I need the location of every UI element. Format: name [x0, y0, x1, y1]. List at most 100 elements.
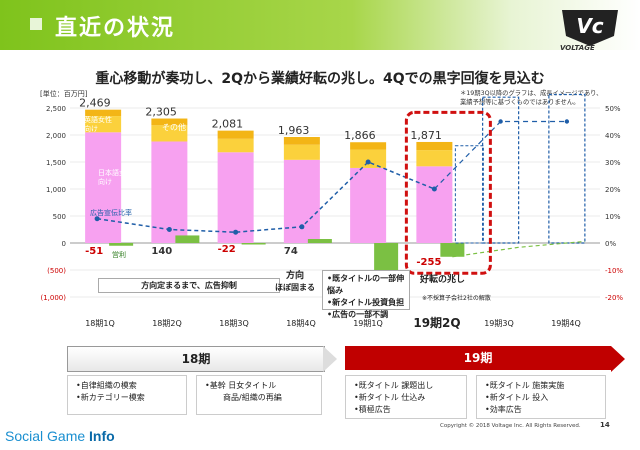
ad-ratio-point: [233, 229, 239, 235]
bar-other: [350, 142, 387, 150]
voltage-logo: Vc: [562, 10, 618, 46]
y-tick-label: 2,500: [46, 105, 66, 113]
ad-ratio-point: [365, 159, 371, 165]
y2-tick-label: -10%: [605, 267, 623, 275]
y2-tick-label: -20%: [605, 294, 623, 302]
legend-jp-female: 向け: [98, 177, 112, 186]
bar-en-female: [416, 150, 453, 167]
projection-bar: [454, 145, 484, 244]
bar-other: [85, 109, 122, 117]
title-bullet-icon: [30, 18, 42, 30]
bar-other: [416, 141, 453, 151]
y2-tick-label: 30%: [605, 159, 621, 167]
period-label: 18期3Q: [219, 319, 249, 328]
bar-en-female: [151, 125, 188, 142]
bar-other: [283, 136, 320, 145]
bar-other: [151, 118, 188, 126]
band-fy18-arrow: [323, 346, 337, 372]
projection-note: ＊19期3Q以降のグラフは、成長イメージであり、 業績予想等に基づくものではありま…: [460, 90, 603, 106]
y2-tick-label: 40%: [605, 132, 621, 140]
period-label: 19期3Q: [484, 319, 514, 328]
bar-en-female: [350, 149, 387, 168]
period-label: 19期1Q: [353, 319, 383, 328]
profit-label: 140: [151, 246, 172, 257]
ad-ratio-projection: [433, 120, 567, 190]
y-tick-label: (500): [47, 267, 66, 275]
period-label: 18期1Q: [85, 319, 115, 328]
page-title: 直近の状況: [55, 16, 176, 41]
profit-label: -51: [85, 246, 103, 257]
projection-bar: [482, 96, 520, 244]
bar-profit: [440, 243, 465, 257]
y-tick-label: 0: [62, 240, 66, 248]
ad-ratio-point: [94, 216, 100, 222]
legend-other: その他: [162, 122, 186, 132]
page-number: 14: [600, 421, 610, 429]
annotation-turnaround: 好転の兆し: [420, 275, 466, 285]
ad-ratio-point: [166, 227, 172, 232]
header-bar: 直近の状況: [0, 0, 640, 50]
svg-text:Vc: Vc: [576, 14, 603, 38]
total-label: 1,866: [344, 129, 376, 142]
legend-profit: 営利: [112, 250, 126, 259]
total-label: 1,871: [410, 129, 442, 142]
y-tick-label: 1,000: [46, 186, 66, 194]
projection-bar: [548, 93, 586, 244]
period-label: 18期4Q: [286, 319, 316, 328]
point-box-fy19-h1: •既タイトル 課題出し •新タイトル 仕込み •積極広告: [345, 375, 467, 419]
point-box-fy18-h2: •基幹 日女タイトル 商品/組織の再編: [196, 375, 322, 415]
y-tick-label: 1,500: [46, 159, 66, 167]
period-label-highlight: 19期2Q: [413, 316, 461, 330]
band-fy18: 18期: [67, 346, 325, 372]
bar-jp-female: [283, 159, 320, 243]
bar-jp-female: [217, 152, 254, 243]
annotation-box-issues: •既タイトルの一部伸悩み •新タイトル投資負担 •広告の一部不調: [322, 270, 410, 319]
profit-label: -255: [416, 257, 441, 268]
ad-ratio-point: [498, 119, 503, 124]
y-tick-label: 500: [53, 213, 66, 221]
slide-subtitle: 重心移動が奏功し、2Qから業績好転の兆し。4Qでの黒字回復を見込む: [95, 71, 545, 87]
period-label: 19期4Q: [551, 319, 581, 328]
copyright: Copyright © 2018 Voltage Inc. All Rights…: [440, 423, 581, 429]
profit-label: -22: [218, 244, 236, 255]
profit-label: 74: [284, 246, 298, 257]
legend-ad-ratio: 広告宣伝比率: [90, 208, 132, 217]
band-fy19-arrow: [611, 346, 625, 372]
y2-tick-label: 20%: [605, 186, 621, 194]
legend-jp-female: 日本語女性: [98, 168, 133, 177]
bar-en-female: [217, 138, 254, 153]
bar-jp-female: [151, 141, 188, 243]
legend-en-female: 向け: [84, 124, 98, 133]
total-label: 2,469: [79, 97, 111, 110]
period-label: 18期2Q: [152, 319, 182, 328]
bar-profit: [175, 235, 200, 243]
annotation-box-ad-restraint: 方向定まるまで、広告抑制: [98, 278, 280, 293]
profit-projection: [452, 240, 585, 258]
ad-ratio-point: [564, 119, 570, 124]
bar-profit: [374, 243, 399, 272]
bar-profit: [307, 239, 332, 243]
bar-profit: [241, 243, 266, 245]
point-box-fy19-h2: •既タイトル 施策実施 •新タイトル 投入 •効率広告: [476, 375, 606, 419]
bar-en-female: [283, 144, 320, 160]
total-label: 2,305: [145, 106, 177, 119]
logo-caption: VOLTAGE: [560, 44, 595, 52]
legend-en-female: 英語女性: [84, 115, 112, 124]
y-tick-label: (1,000): [40, 294, 66, 302]
unit-label: [単位：百万円]: [40, 90, 88, 98]
y-tick-label: 2,000: [46, 132, 66, 140]
band-fy19: 19期: [345, 346, 611, 370]
total-label: 2,081: [212, 118, 244, 131]
y2-tick-label: 0%: [605, 240, 616, 248]
y2-tick-label: 10%: [605, 213, 621, 221]
bar-jp-female: [350, 167, 387, 243]
bar-en-female: [85, 116, 122, 133]
annotation-direction: 方向 ほぼ固まる: [275, 271, 315, 292]
watermark: Social Game Info: [5, 428, 115, 444]
point-box-fy18-h1: •自律組織の模索 •新カテゴリー模索: [67, 375, 187, 415]
total-label: 1,963: [278, 124, 310, 137]
highlight-frame: [404, 110, 492, 275]
bar-jp-female: [416, 166, 453, 243]
bar-profit: [109, 243, 134, 246]
ad-ratio-point: [299, 224, 305, 230]
